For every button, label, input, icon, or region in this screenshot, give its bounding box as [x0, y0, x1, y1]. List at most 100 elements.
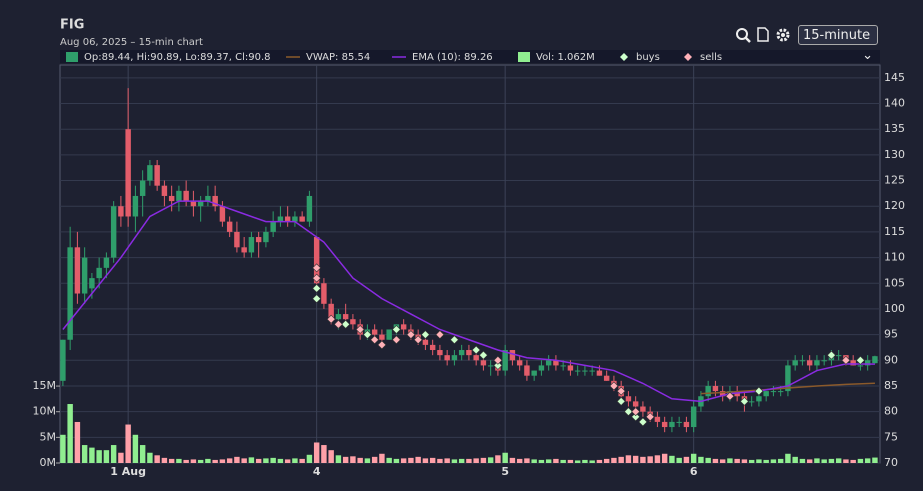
candle-body — [81, 257, 88, 294]
doc-icon[interactable] — [757, 27, 769, 42]
volume-bar — [284, 459, 291, 463]
candle-body — [422, 339, 429, 345]
volume-bar — [168, 458, 175, 463]
x-tick-label: 1 Aug — [110, 465, 146, 478]
trade-marker — [391, 325, 401, 334]
y-tick-label: 95 — [884, 328, 898, 341]
volume-bar — [625, 455, 632, 463]
trade-marker — [638, 417, 648, 427]
y-tick-label: 70 — [884, 456, 898, 469]
volume-bar — [589, 460, 595, 463]
candle-body — [205, 195, 211, 202]
candle-body — [545, 360, 552, 366]
volume-bar — [89, 447, 95, 463]
volume-bar — [81, 445, 88, 463]
volume-bar — [814, 458, 820, 463]
volume-bar — [661, 453, 668, 463]
candle-body — [429, 344, 436, 351]
volume-bar — [371, 456, 378, 463]
candle-body — [574, 370, 581, 372]
candle-body — [806, 360, 813, 366]
candle-body — [785, 365, 791, 392]
trade-marker — [623, 407, 633, 417]
interval-label: 15-minute — [803, 28, 871, 43]
candle-body — [719, 391, 726, 397]
candle-body — [263, 231, 269, 243]
y-tick-label: 125 — [884, 174, 905, 187]
volume-bar — [197, 459, 204, 463]
candle-body — [821, 360, 827, 362]
y-tick-label: 105 — [884, 276, 905, 289]
candle-body — [850, 360, 856, 366]
volume-bar — [364, 458, 371, 463]
volume-bar — [321, 445, 327, 463]
volume-bar — [690, 453, 697, 463]
candle-body — [712, 385, 719, 392]
candle-body — [748, 401, 755, 403]
candle-body — [596, 370, 603, 376]
volume-bar — [429, 457, 436, 463]
candle-body — [277, 216, 284, 222]
volume-bar — [872, 457, 878, 463]
volume-bar — [408, 457, 414, 463]
volume-bar — [444, 458, 450, 463]
volume-bar — [212, 459, 218, 463]
candle-body — [690, 406, 697, 428]
gear-icon[interactable] — [776, 28, 790, 42]
candle-body — [89, 278, 95, 289]
volume-bar — [60, 434, 66, 463]
volume-bar — [400, 458, 407, 463]
volume-bar — [560, 459, 566, 463]
candle-body — [799, 360, 806, 362]
candle-body — [640, 406, 646, 412]
volume-bar — [422, 458, 429, 463]
interval-select[interactable]: 15-minute ⌄ — [798, 25, 878, 63]
x-tick-label: 6 — [690, 465, 698, 478]
y-tick-label: 80 — [884, 405, 898, 418]
candle-body — [139, 180, 146, 196]
volume-bar — [226, 458, 233, 463]
candle-body — [103, 257, 110, 268]
candle-body — [451, 355, 458, 361]
candle-body — [60, 339, 66, 381]
volume-bar — [712, 458, 719, 463]
trade-marker — [312, 283, 322, 293]
legend-swatch — [518, 52, 530, 62]
volume-bar — [727, 458, 733, 463]
candle-body — [96, 267, 102, 279]
zoom-icon[interactable] — [736, 28, 751, 43]
legend-label: Vol: 1.062M — [536, 52, 595, 63]
candle-body — [625, 396, 632, 402]
candle-body — [502, 350, 508, 371]
trade-marker — [725, 391, 735, 401]
trade-marker — [855, 355, 865, 365]
candle-body — [770, 391, 777, 393]
candle-body — [154, 165, 160, 186]
candle-body — [676, 421, 682, 423]
trade-marker — [312, 294, 322, 304]
volume-bar — [487, 457, 494, 463]
volume-bar — [835, 458, 842, 463]
volume-bar — [821, 459, 827, 463]
volume-bar — [785, 453, 791, 463]
volume-bar — [96, 450, 102, 463]
candle-body — [683, 421, 690, 428]
volume-bar — [799, 458, 806, 463]
trade-marker — [413, 335, 423, 345]
volume-bar — [669, 455, 675, 463]
volume-bar — [118, 452, 124, 463]
volume-bar — [748, 459, 755, 463]
y2-tick-label: 15M — [33, 379, 57, 392]
volume-bar — [843, 459, 849, 463]
y-tick-label: 130 — [884, 148, 905, 161]
candle-body — [603, 375, 610, 381]
candle-body — [857, 365, 864, 367]
volume-bar — [342, 456, 349, 463]
trade-marker — [435, 330, 445, 340]
candle-body — [437, 350, 443, 356]
volume-bar — [864, 458, 871, 463]
trade-marker — [841, 355, 851, 365]
y-tick-label: 90 — [884, 353, 898, 366]
volume-bar — [415, 456, 421, 463]
volume-bar — [263, 458, 269, 463]
